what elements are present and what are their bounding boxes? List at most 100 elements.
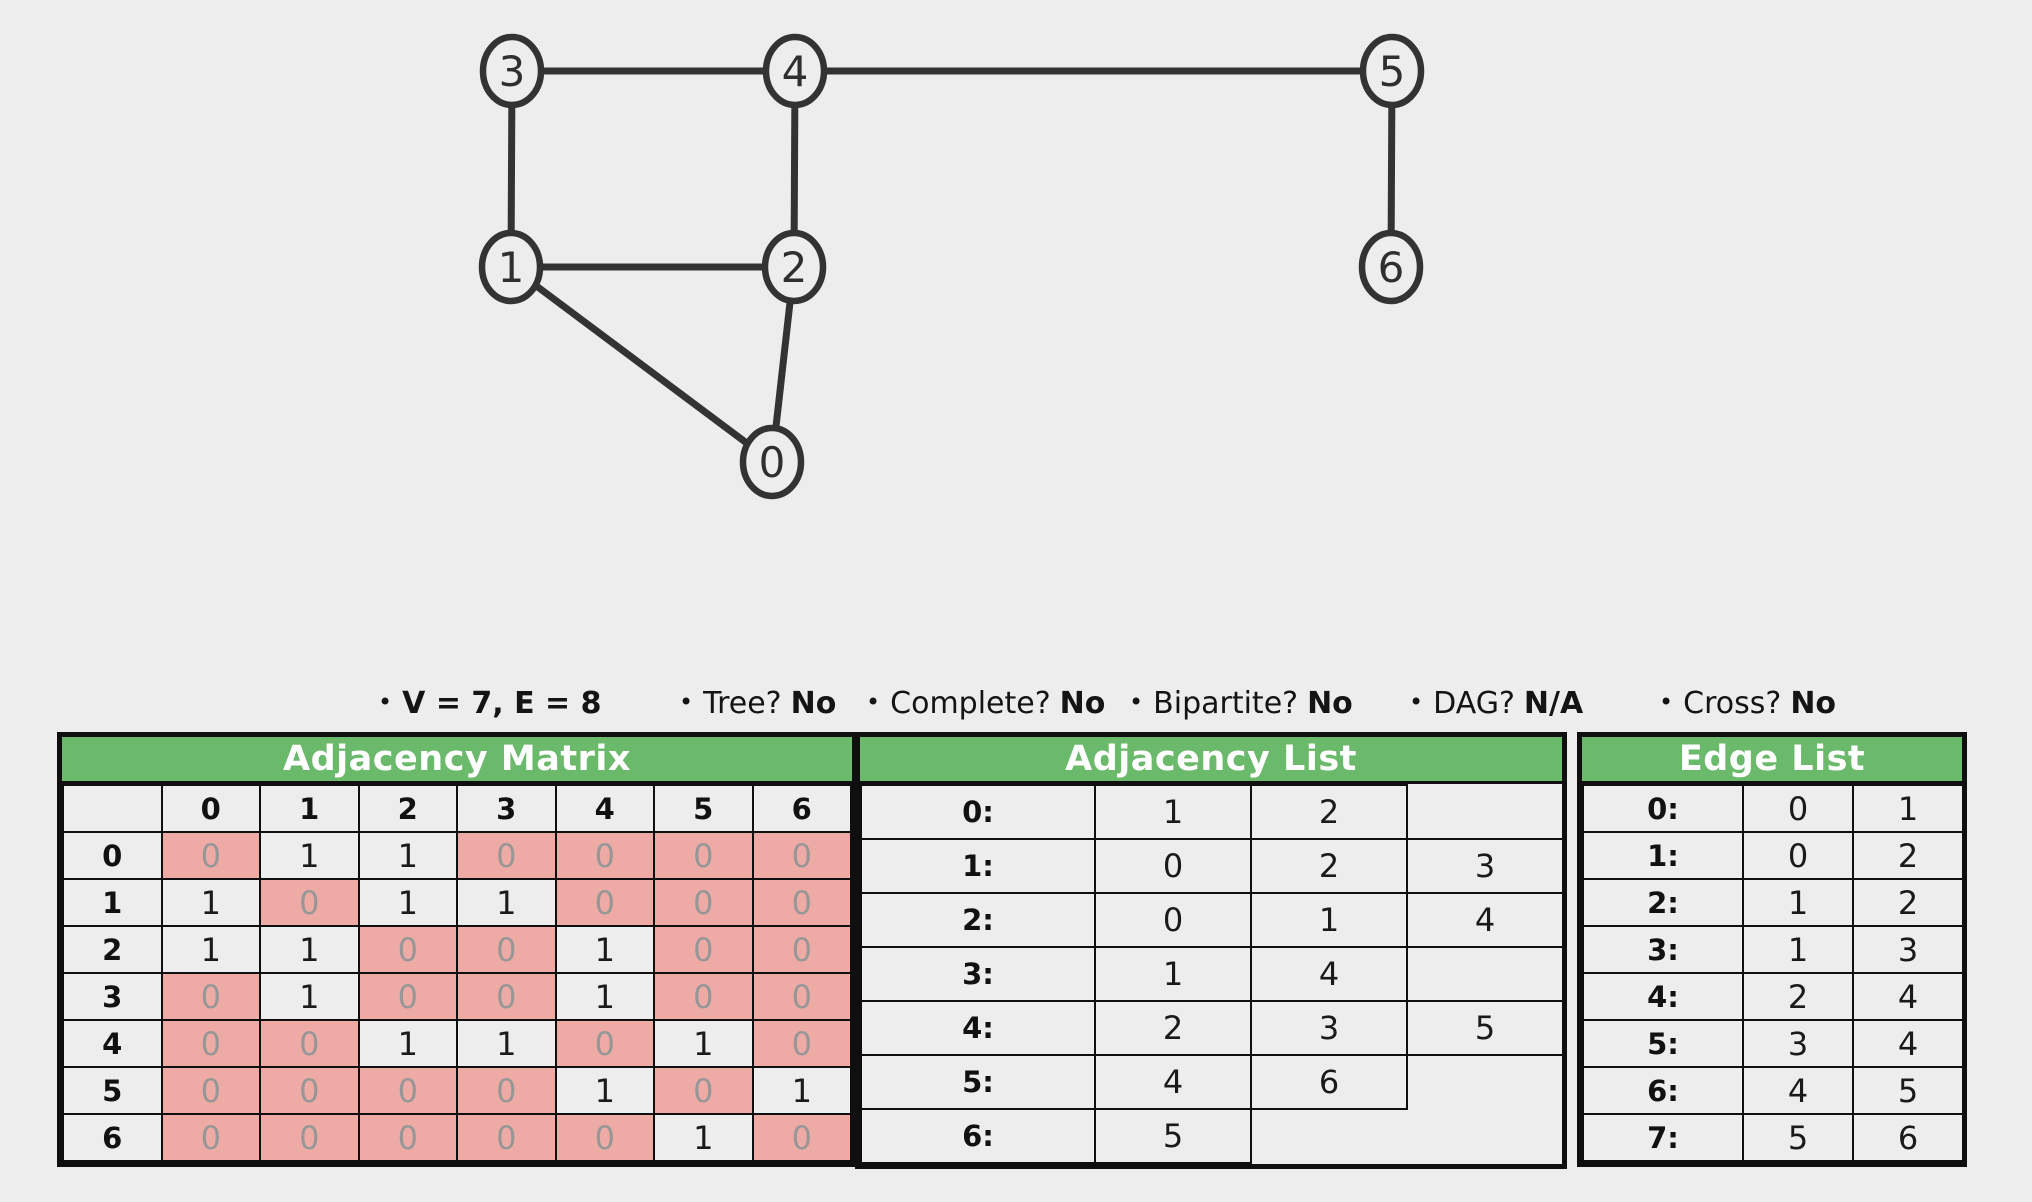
edge-list-label: 1: [1582, 831, 1744, 880]
stat-value: No [1307, 686, 1353, 721]
graph-node-3[interactable]: 3 [479, 33, 545, 109]
adjacency-list-cell: 2 [1250, 838, 1408, 894]
graph-node-label: 5 [1379, 47, 1406, 96]
stat-label: V = 7, E = 8 [402, 686, 602, 721]
edge-list-label: 0: [1582, 784, 1744, 833]
edge-list-cell: 5 [1742, 1113, 1854, 1162]
matrix-cell: 1 [751, 1066, 852, 1115]
stat-value: N/A [1523, 686, 1584, 721]
adjacency-list-empty-cell [1407, 785, 1563, 839]
graph-node-1[interactable]: 1 [478, 229, 544, 305]
graph-node-label: 6 [1378, 243, 1405, 292]
matrix-cell: 0 [554, 1113, 655, 1162]
edge-list-cell: 5 [1852, 1066, 1964, 1115]
matrix-cell: 1 [554, 925, 655, 974]
matrix-cell: 1 [259, 972, 360, 1021]
edge-list-cell: 2 [1852, 831, 1964, 880]
graph-edge-0-1 [507, 263, 776, 466]
bullet-icon: • [378, 688, 393, 716]
adjacency-list-row: 0: 1 2 [860, 784, 1563, 840]
stat-value: No [1059, 686, 1106, 721]
matrix-cell: 0 [357, 1066, 458, 1115]
adjacency-list-label: 2: [860, 892, 1096, 948]
adjacency-list-empty-cell [1407, 947, 1563, 1001]
matrix-col-header: 6 [751, 784, 852, 833]
matrix-cell: 0 [751, 972, 852, 1021]
edge-list-row: 7: 5 6 [1582, 1113, 1964, 1162]
matrix-cell: 0 [160, 1113, 261, 1162]
graph-node-4[interactable]: 4 [762, 33, 828, 109]
matrix-cell: 0 [456, 972, 557, 1021]
stat-item-5: • Cross? No [1659, 686, 1836, 721]
adjacency-list-cell: 0 [1094, 892, 1252, 948]
matrix-cell: 1 [554, 972, 655, 1021]
matrix-row-header: 1 [62, 878, 163, 927]
adjacency-list-label: 1: [860, 838, 1096, 894]
matrix-row-header: 2 [62, 925, 163, 974]
matrix-row-header: 6 [62, 1113, 163, 1162]
adjacency-list-label: 3: [860, 946, 1096, 1002]
bullet-icon: • [1129, 688, 1144, 716]
matrix-col-header: 0 [160, 784, 261, 833]
edge-list-table: Edge List 0: 0 1 1: 0 2 2: 1 2 3: 1 3 4: 2 4 5: 3 4 6: 4 5 7:… [1577, 732, 1967, 1167]
graph-node-circle[interactable] [761, 229, 827, 305]
graph-node-2[interactable]: 2 [761, 229, 827, 305]
graph-node-circle[interactable] [1358, 229, 1424, 305]
matrix-cell: 0 [653, 878, 754, 927]
matrix-cell: 0 [456, 925, 557, 974]
graph-node-circle[interactable] [762, 33, 828, 109]
bullet-icon: • [1659, 688, 1674, 716]
adjacency-list-cell: 6 [1250, 1054, 1408, 1110]
graph-node-circle[interactable] [479, 33, 545, 109]
adjacency-list-row: 1: 0 2 3 [860, 838, 1564, 894]
graph-node-label: 4 [782, 47, 809, 96]
adjacency-list-empty-cell [1407, 1109, 1563, 1163]
edge-list-grid: 0: 0 1 1: 0 2 2: 1 2 3: 1 3 4: 2 4 5: 3 4 6: 4 5 7: 5 6 [1582, 784, 1964, 1162]
matrix-cell: 0 [456, 831, 557, 880]
graph-node-circle[interactable] [1359, 33, 1425, 109]
adjacency-list-table: Adjacency List 0: 1 2 1: 0 2 3 2: 0 1 4 3: 1 4 4: 2 3 5 5:… [855, 732, 1567, 1169]
graph-node-0[interactable]: 0 [739, 424, 805, 500]
graph-node-5[interactable]: 5 [1359, 33, 1425, 109]
matrix-cell: 1 [653, 1019, 754, 1068]
stat-label: Complete? [890, 686, 1051, 721]
matrix-cell: 0 [751, 878, 852, 927]
edge-list-row: 6: 4 5 [1582, 1066, 1964, 1115]
edge-list-cell: 4 [1852, 972, 1964, 1021]
stat-label: Cross? [1683, 686, 1782, 721]
bullet-icon: • [866, 688, 881, 716]
adjacency-list-cell: 3 [1406, 838, 1564, 894]
edge-list-cell: 2 [1852, 878, 1964, 927]
matrix-col-header: 5 [653, 784, 754, 833]
adjacency-list-cell: 5 [1094, 1108, 1252, 1164]
matrix-cell: 0 [160, 1019, 261, 1068]
adjacency-list-row: 2: 0 1 4 [860, 892, 1564, 948]
adjacency-list-cell: 2 [1250, 784, 1408, 840]
adjacency-list-label: 0: [860, 784, 1096, 840]
graph-node-6[interactable]: 6 [1358, 229, 1424, 305]
stat-item-0: • V = 7, E = 8 [378, 686, 611, 721]
matrix-cell: 0 [160, 972, 261, 1021]
adjacency-list-row: 6: 5 [860, 1108, 1563, 1164]
matrix-cell: 1 [357, 831, 458, 880]
graph-node-circle[interactable] [739, 424, 805, 500]
bullet-icon: • [1409, 688, 1424, 716]
edge-list-cell: 1 [1852, 784, 1964, 833]
graph-node-circle[interactable] [478, 229, 544, 305]
matrix-col-header: 2 [357, 784, 458, 833]
stat-item-1: • Tree? No [679, 686, 836, 721]
edge-list-row: 1: 0 2 [1582, 831, 1964, 880]
stat-value: No [790, 686, 837, 721]
edge-list-row: 0: 0 1 [1582, 784, 1964, 833]
matrix-cell: 1 [160, 878, 261, 927]
adjacency-list-cell: 4 [1250, 946, 1408, 1002]
matrix-cell: 1 [653, 1113, 754, 1162]
matrix-cell: 0 [751, 831, 852, 880]
matrix-cell: 0 [357, 925, 458, 974]
adjacency-list-cell: 5 [1406, 1000, 1564, 1056]
